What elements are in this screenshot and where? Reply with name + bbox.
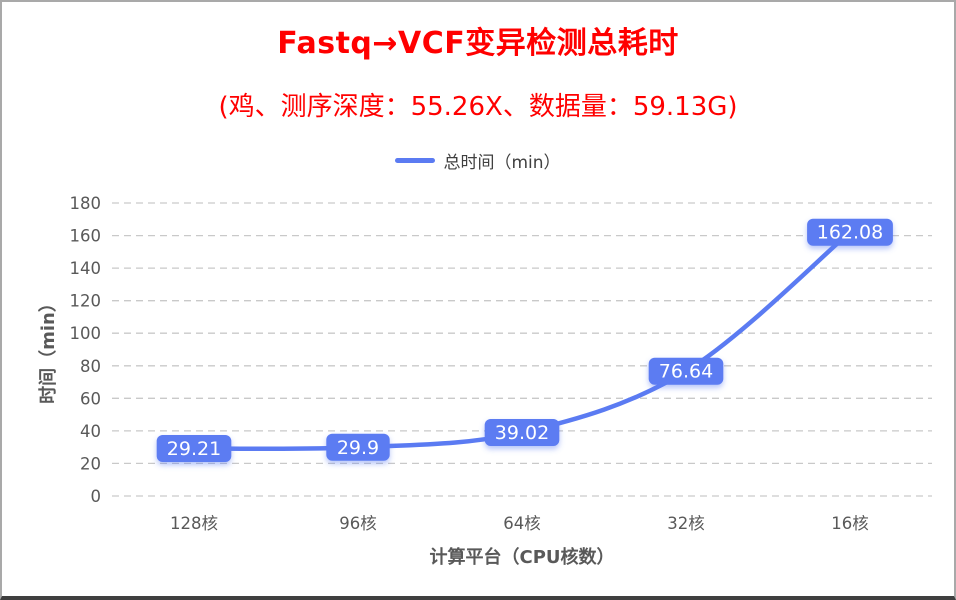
data-label-text: 39.02 <box>495 422 549 444</box>
data-label-text: 29.9 <box>337 437 379 459</box>
y-tick-label: 160 <box>70 227 102 246</box>
y-tick-label: 180 <box>70 194 102 213</box>
legend-label: 总时间（min） <box>443 153 561 173</box>
legend: 总时间（min） <box>2 148 954 173</box>
y-tick-label: 60 <box>80 389 101 408</box>
y-tick-label: 20 <box>80 454 101 473</box>
data-label-text: 162.08 <box>817 222 883 244</box>
data-label-box <box>648 357 724 385</box>
x-tick-label: 32核 <box>667 514 705 533</box>
data-label-text: 29.21 <box>167 438 221 460</box>
y-tick-label: 40 <box>80 422 101 441</box>
x-tick-label: 16核 <box>831 514 869 533</box>
x-tick-label: 128核 <box>170 514 218 533</box>
x-tick-label: 96核 <box>339 514 377 533</box>
data-label: 162.08 <box>807 218 893 246</box>
series-line <box>191 229 853 452</box>
legend-line-swatch <box>395 158 436 163</box>
y-tick-label: 120 <box>70 292 102 311</box>
y-tick-label: 100 <box>70 324 102 343</box>
data-label: 29.9 <box>326 433 390 461</box>
chart-subtitle: (鸡、测序深度：55.26X、数据量：59.13G) <box>218 92 738 122</box>
x-tick-label: 64核 <box>503 514 541 533</box>
data-label: 39.02 <box>484 419 560 446</box>
data-label-text: 76.64 <box>659 361 713 383</box>
data-label-box <box>326 433 390 461</box>
data-label-box <box>807 218 893 246</box>
y-tick-label: 140 <box>70 259 102 278</box>
data-label: 76.64 <box>648 357 724 385</box>
chart-title: Fastq→VCF变异检测总耗时 <box>277 26 679 61</box>
data-label-box <box>156 435 232 462</box>
y-tick-label: 80 <box>80 357 101 376</box>
x-axis-title: 计算平台（CPU核数） <box>429 547 615 568</box>
y-tick-label: 0 <box>91 487 102 506</box>
data-label-box <box>484 419 560 446</box>
data-label: 29.21 <box>156 435 232 462</box>
